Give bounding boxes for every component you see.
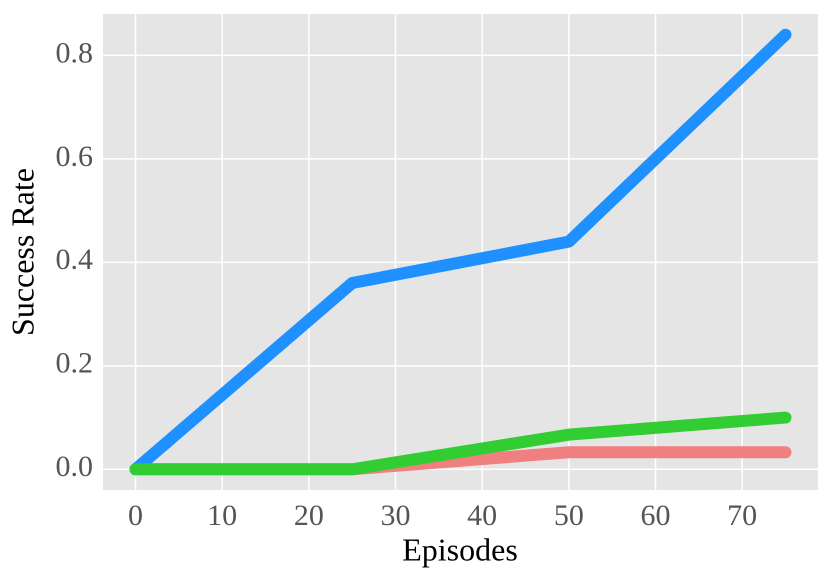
x-tick-label: 70	[727, 499, 757, 532]
x-tick-label: 40	[467, 499, 497, 532]
x-tick-label: 30	[381, 499, 411, 532]
x-tick-label: 60	[641, 499, 671, 532]
y-tick-label: 0.2	[56, 347, 94, 380]
y-tick-label: 0.6	[56, 140, 94, 173]
y-tick-label: 0.0	[56, 450, 94, 483]
x-tick-label: 20	[294, 499, 324, 532]
x-tick-label: 10	[207, 499, 237, 532]
series-line	[129, 411, 792, 476]
x-tick-label: 50	[554, 499, 584, 532]
y-tick-label: 0.4	[56, 243, 94, 276]
y-axis-label: Success Rate	[4, 168, 40, 336]
y-tick-label: 0.8	[56, 36, 94, 69]
x-axis-label: Episodes	[402, 531, 518, 567]
series-line	[129, 28, 792, 476]
x-tick-label: 0	[128, 499, 143, 532]
